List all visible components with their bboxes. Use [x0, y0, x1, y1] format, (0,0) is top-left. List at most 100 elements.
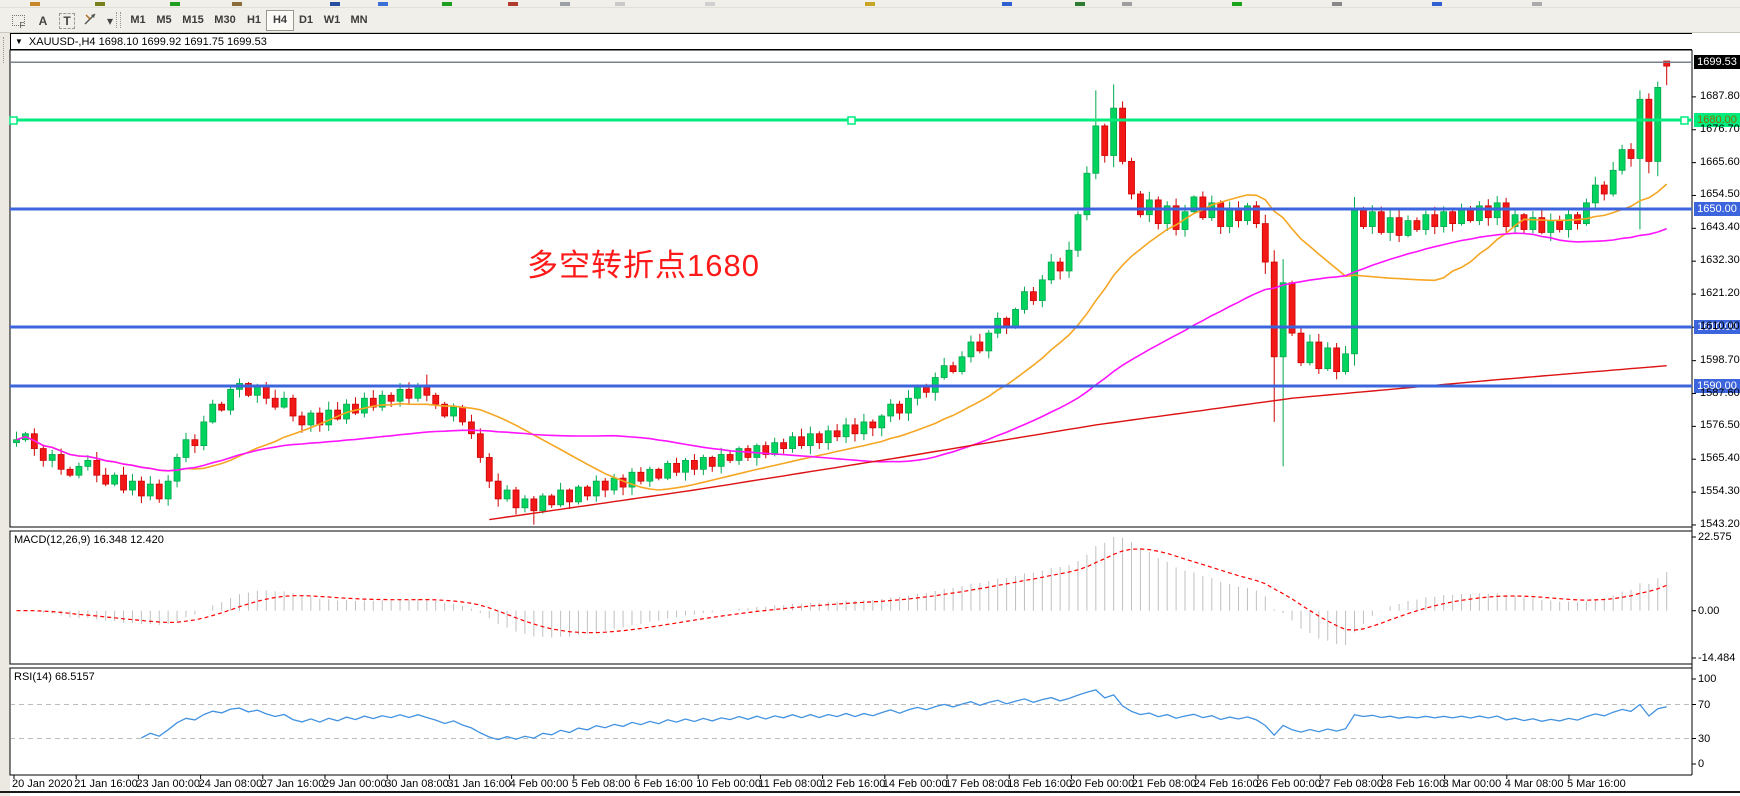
candle-body — [1484, 205, 1492, 219]
cropped-toolbar-icon — [442, 2, 452, 6]
time-axis-label: 24 Jan 08:00 — [198, 778, 263, 790]
time-axis-label: 17 Feb 08:00 — [945, 778, 1010, 790]
candle-body — [1190, 196, 1198, 213]
candle-body — [1386, 217, 1394, 233]
candle-body — [699, 457, 707, 470]
time-axis-label: 3 Mar 00:00 — [1442, 778, 1502, 790]
candle-body — [307, 412, 315, 426]
candle-body — [1502, 202, 1510, 227]
level-line-handle[interactable] — [847, 116, 856, 125]
candle-body — [887, 403, 895, 417]
panel-frame-0 — [9, 49, 1693, 528]
timeframe-button-h4[interactable]: H4 — [266, 10, 294, 31]
candle-body — [84, 460, 92, 467]
candle-body — [245, 383, 252, 396]
candle-body — [601, 480, 609, 491]
timeframe-button-m5[interactable]: M5 — [156, 14, 172, 26]
candle-body — [940, 365, 948, 378]
candle-body — [717, 454, 725, 467]
candle-body — [111, 474, 119, 485]
arrows-icon[interactable] — [82, 10, 106, 31]
candle-body — [1351, 208, 1358, 355]
candle-body — [557, 489, 565, 506]
candle-body — [1235, 208, 1242, 222]
rsi-scale-label: 100 — [1698, 673, 1717, 685]
macd-scale-label: -14.484 — [1698, 652, 1736, 664]
rsi-indicator-label: RSI(14) 68.5157 — [14, 671, 95, 683]
candle-body — [450, 406, 457, 417]
candle-body — [1128, 161, 1135, 195]
timeframe-button-m30[interactable]: M30 — [214, 14, 236, 26]
candle-body — [655, 468, 663, 479]
timeframe-button-mn[interactable]: MN — [350, 14, 368, 26]
cropped-toolbar-icon — [30, 2, 40, 6]
timeframe-button-m15[interactable]: M15 — [182, 14, 204, 26]
font-grid-icon[interactable]: F — [6, 10, 30, 31]
timeframe-button-w1[interactable]: W1 — [323, 14, 341, 26]
candle-body — [1377, 211, 1385, 233]
candle-body — [1360, 208, 1367, 227]
candle-body — [423, 386, 431, 396]
candle-body — [771, 442, 779, 455]
candle-body — [1154, 199, 1162, 224]
candle-body — [575, 486, 582, 503]
cropped-toolbar-icon — [95, 2, 105, 6]
candle-body — [1252, 205, 1260, 224]
candle-body — [628, 471, 636, 488]
candle-body — [1520, 214, 1528, 230]
ma-fast-line — [16, 183, 1668, 491]
candle-body — [1591, 184, 1599, 204]
candle-body — [1065, 249, 1073, 272]
level-line-handle[interactable] — [1680, 116, 1689, 125]
label-icon[interactable]: T — [56, 10, 78, 31]
left-window-edge — [0, 33, 10, 796]
chart-title: XAUUSD-,H4 1698.10 1699.92 1691.75 1699.… — [28, 35, 267, 48]
arrows-dropdown-icon[interactable]: ▾ — [106, 13, 114, 28]
candle-body — [137, 480, 145, 497]
candle-body — [985, 332, 993, 352]
level-line-handle[interactable] — [9, 116, 18, 125]
candle-body — [1538, 217, 1546, 233]
candle-body — [1529, 217, 1537, 230]
candle-body — [824, 430, 832, 444]
dock-grip — [3, 37, 7, 63]
candle-body — [459, 406, 466, 423]
time-axis-label: 21 Feb 08:00 — [1131, 778, 1197, 790]
toolbar-grip — [116, 12, 121, 28]
candle-body — [1199, 196, 1207, 219]
timeframe-button-m1[interactable]: M1 — [130, 14, 146, 26]
timeframe-button-d1[interactable]: D1 — [298, 14, 314, 26]
candle-body — [1395, 217, 1403, 236]
candle-body — [780, 442, 788, 449]
timeframe-button-h1[interactable]: H1 — [246, 14, 262, 26]
time-axis-label: 12 Feb 16:00 — [820, 778, 886, 790]
candle-body — [1422, 214, 1430, 230]
price-tick-label: 1565.40 — [1700, 452, 1740, 465]
candle-body — [583, 486, 591, 497]
candle-body — [753, 445, 761, 458]
macd-panel-group — [16, 537, 1668, 645]
candle-body — [1475, 205, 1483, 222]
candle-body — [57, 454, 65, 470]
candle-body — [1333, 347, 1341, 373]
candle-body — [1440, 211, 1448, 227]
candle-body — [262, 386, 270, 399]
macd-signal-line — [16, 548, 1667, 634]
candle-body — [1306, 341, 1314, 364]
candle-body — [66, 468, 74, 476]
candle-body — [851, 424, 859, 435]
price-level-label: 1590.00 — [1694, 379, 1740, 393]
candle-body — [976, 341, 984, 352]
chart-menu-dropdown-icon[interactable]: ▼ — [15, 37, 23, 46]
candle-body — [637, 471, 645, 482]
text-icon[interactable]: A — [38, 13, 48, 28]
time-axis-label: 4 Mar 08:00 — [1504, 778, 1564, 790]
candle-body — [530, 498, 538, 512]
candle-body — [967, 341, 975, 358]
time-axis-label: 20 Jan 2020 — [12, 778, 73, 790]
cropped-toolbar-icon — [560, 2, 570, 6]
candle-body — [129, 480, 136, 491]
time-axis-label: 5 Mar 16:00 — [1567, 778, 1626, 790]
macd-indicator-label: MACD(12,26,9) 16.348 12.420 — [14, 534, 164, 546]
